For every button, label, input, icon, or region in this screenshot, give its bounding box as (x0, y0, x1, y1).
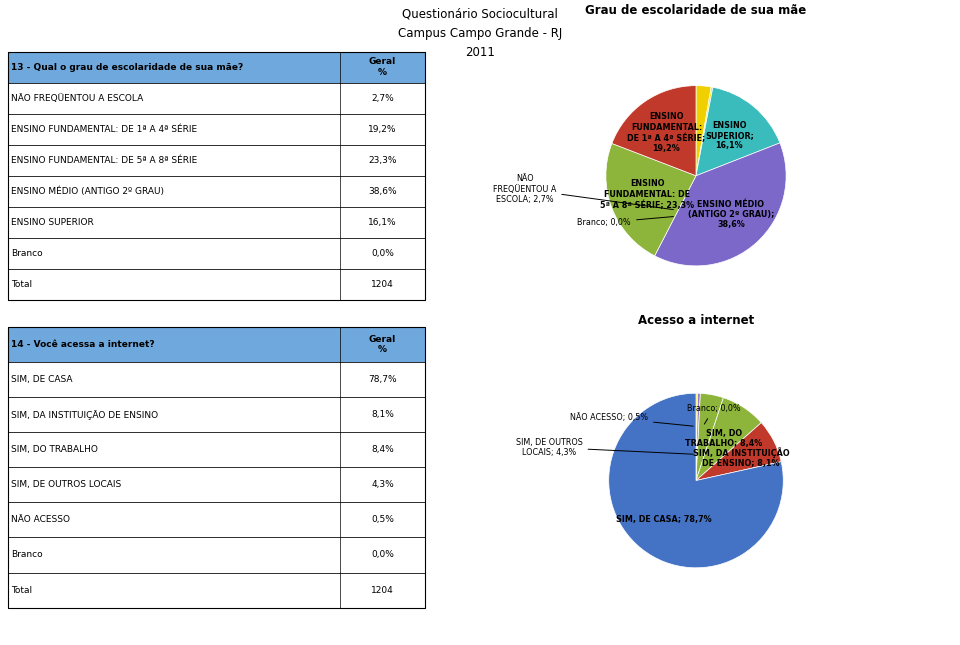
Bar (8, 327, 425, 362)
Text: 38,6%: 38,6% (369, 187, 396, 196)
Text: Branco: Branco (11, 249, 42, 258)
Text: SIM, DE OUTROS LOCAIS: SIM, DE OUTROS LOCAIS (11, 481, 121, 490)
Text: Total: Total (11, 280, 32, 289)
Wedge shape (696, 87, 780, 176)
Text: SIM, DA INSTITUIÇÃO DE ENSINO: SIM, DA INSTITUIÇÃO DE ENSINO (11, 410, 158, 420)
Text: 19,2%: 19,2% (369, 124, 396, 134)
Text: ENSINO
SUPERIOR;
16,1%: ENSINO SUPERIOR; 16,1% (705, 121, 754, 150)
Bar (8, 502, 425, 537)
Text: 0,0%: 0,0% (371, 249, 394, 258)
Text: 0,5%: 0,5% (371, 515, 394, 524)
Text: NÃO ACESSO; 0,5%: NÃO ACESSO; 0,5% (570, 413, 693, 426)
Text: SIM, DE OUTROS
LOCAIS; 4,3%: SIM, DE OUTROS LOCAIS; 4,3% (516, 438, 693, 457)
Text: 8,1%: 8,1% (371, 410, 394, 419)
Bar (8, 573, 425, 608)
Bar (8, 537, 425, 573)
Text: NÃO FREQÜENTOU A ESCOLA: NÃO FREQÜENTOU A ESCOLA (11, 94, 143, 103)
Bar (8, 114, 425, 144)
Text: ENSINO FUNDAMENTAL: DE 5ª A 8ª SÉRIE: ENSINO FUNDAMENTAL: DE 5ª A 8ª SÉRIE (11, 155, 197, 164)
Text: 23,3%: 23,3% (369, 155, 396, 164)
Text: NÃO
FREQÜENTOU A
ESCOLA; 2,7%: NÃO FREQÜENTOU A ESCOLA; 2,7% (492, 174, 673, 210)
Text: ENSINO
FUNDAMENTAL:
DE 1ª A 4ª SÉRIE;
19,2%: ENSINO FUNDAMENTAL: DE 1ª A 4ª SÉRIE; 19… (627, 112, 706, 153)
Text: 13 - Qual o grau de escolaridade de sua mãe?: 13 - Qual o grau de escolaridade de sua … (11, 63, 243, 72)
Bar (8, 432, 425, 467)
Text: ENSINO FUNDAMENTAL: DE 1ª A 4ª SÉRIE: ENSINO FUNDAMENTAL: DE 1ª A 4ª SÉRIE (11, 124, 197, 134)
Text: ENSINO MÉDIO (ANTIGO 2º GRAU): ENSINO MÉDIO (ANTIGO 2º GRAU) (11, 186, 164, 196)
Bar (8, 397, 425, 432)
Bar (8, 467, 425, 502)
Text: Branco; 0,0%: Branco; 0,0% (686, 404, 740, 424)
Text: Geral
%: Geral % (369, 57, 396, 77)
Text: SIM, DO
TRABALHO; 8,4%: SIM, DO TRABALHO; 8,4% (685, 428, 762, 448)
Text: 78,7%: 78,7% (369, 375, 396, 384)
Bar (8, 144, 425, 175)
Text: 14 - Você acessa a internet?: 14 - Você acessa a internet? (11, 340, 155, 349)
Text: 16,1%: 16,1% (369, 218, 396, 227)
Text: 1204: 1204 (372, 280, 394, 289)
Text: 0,0%: 0,0% (371, 550, 394, 559)
Text: ENSINO
FUNDAMENTAL: DE
5ª A 8ª SÉRIE; 23,3%: ENSINO FUNDAMENTAL: DE 5ª A 8ª SÉRIE; 23… (600, 179, 694, 210)
Wedge shape (609, 393, 783, 568)
Text: 1204: 1204 (372, 586, 394, 595)
Wedge shape (696, 393, 701, 481)
Bar (8, 362, 425, 397)
Wedge shape (696, 398, 761, 481)
Title: Grau de escolaridade de sua mãe: Grau de escolaridade de sua mãe (586, 5, 806, 17)
Text: ENSINO SUPERIOR: ENSINO SUPERIOR (11, 218, 94, 227)
Text: SIM, DA INSTITUIÇÃO
DE ENSINO; 8,1%: SIM, DA INSTITUIÇÃO DE ENSINO; 8,1% (693, 447, 789, 468)
Text: Total: Total (11, 586, 32, 595)
Bar (8, 83, 425, 114)
Text: Questionário Sociocultural
Campus Campo Grande - RJ
2011: Questionário Sociocultural Campus Campo … (397, 8, 563, 59)
Text: Geral
%: Geral % (369, 335, 396, 354)
Title: Acesso a internet: Acesso a internet (637, 314, 755, 327)
Wedge shape (696, 86, 711, 176)
Text: SIM, DE CASA: SIM, DE CASA (11, 375, 73, 384)
Wedge shape (696, 393, 724, 481)
Bar (8, 207, 425, 238)
Wedge shape (696, 393, 698, 481)
Text: ENSINO MÉDIO
(ANTIGO 2º GRAU);
38,6%: ENSINO MÉDIO (ANTIGO 2º GRAU); 38,6% (687, 200, 774, 230)
Text: 8,4%: 8,4% (372, 445, 394, 454)
Bar (8, 269, 425, 300)
Text: Branco: Branco (11, 550, 42, 559)
Text: SIM, DO TRABALHO: SIM, DO TRABALHO (11, 445, 98, 454)
Text: NÃO ACESSO: NÃO ACESSO (11, 515, 70, 524)
Text: SIM, DE CASA; 78,7%: SIM, DE CASA; 78,7% (616, 515, 712, 524)
Wedge shape (606, 143, 696, 256)
Wedge shape (612, 86, 696, 176)
Bar (8, 238, 425, 269)
Text: 2,7%: 2,7% (372, 94, 394, 103)
Bar (8, 175, 425, 207)
Text: Branco; 0,0%: Branco; 0,0% (578, 217, 673, 227)
Wedge shape (696, 87, 713, 176)
Wedge shape (655, 143, 786, 266)
Wedge shape (696, 422, 781, 481)
Bar (8, 52, 425, 83)
Text: 4,3%: 4,3% (372, 481, 394, 490)
